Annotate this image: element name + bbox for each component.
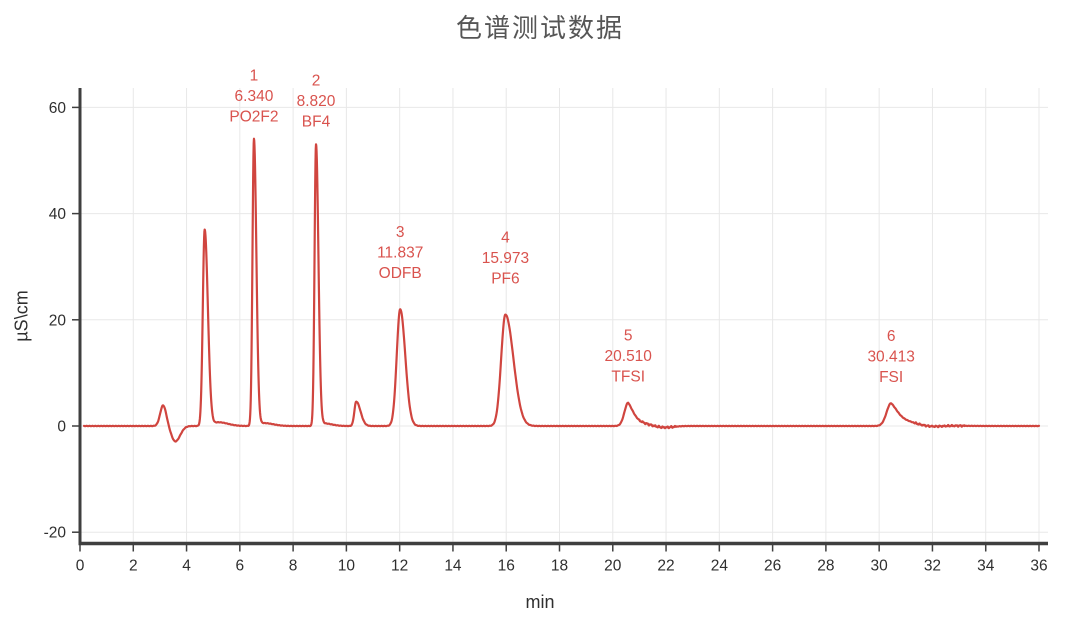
- peak-analyte-label: PO2F2: [229, 108, 278, 125]
- peak-annotations: 1 6.340 PO2F2 2 8.820 BF4 3 11.837 ODFB 4 15.973 PF…: [229, 67, 914, 386]
- peak-number-label: 3: [396, 224, 405, 241]
- x-tick-label: 30: [871, 558, 889, 575]
- peak-retention-time-label: 15.973: [482, 250, 529, 267]
- x-axis-title: min: [525, 592, 555, 612]
- y-tick-label: 40: [49, 206, 67, 223]
- x-tick-label: 12: [391, 558, 408, 575]
- grid-lines: [79, 88, 1048, 544]
- x-tick-label: 14: [444, 558, 462, 575]
- x-tick-label: 8: [289, 558, 298, 575]
- x-tick-label: 36: [1030, 558, 1047, 575]
- peak-analyte-label: TFSI: [611, 369, 645, 386]
- peak-number-label: 5: [624, 328, 633, 345]
- y-tick-label: 20: [49, 312, 67, 329]
- peak-retention-time-label: 30.413: [867, 349, 914, 366]
- x-tick-label: 16: [498, 558, 515, 575]
- peak-number-label: 2: [312, 73, 321, 90]
- signal-line: [82, 137, 1041, 443]
- peak-retention-time-label: 8.820: [297, 93, 336, 110]
- axes: [72, 88, 1048, 552]
- tick-labels: 0 2 4 6 8 10 12 14 16 18 20 22 24 26 28 30 32 34 36-200204…: [44, 100, 1048, 575]
- x-tick-label: 6: [236, 558, 245, 575]
- peak-analyte-label: FSI: [879, 369, 903, 386]
- y-tick-label: 0: [57, 419, 66, 436]
- peak-number-label: 1: [250, 67, 259, 84]
- peak-number-label: 6: [887, 328, 896, 345]
- peak-retention-time-label: 11.837: [377, 245, 423, 262]
- y-tick-label: -20: [44, 525, 67, 542]
- peak-analyte-label: BF4: [302, 114, 331, 131]
- x-tick-label: 10: [338, 558, 356, 575]
- x-tick-label: 22: [657, 558, 674, 575]
- x-tick-label: 18: [551, 558, 568, 575]
- x-tick-label: 28: [817, 558, 834, 575]
- peak-analyte-label: PF6: [491, 270, 519, 287]
- x-tick-label: 32: [924, 558, 941, 575]
- x-tick-label: 4: [182, 558, 191, 575]
- chromatogram-trace: [82, 137, 1041, 443]
- x-tick-label: 2: [129, 558, 138, 575]
- peak-analyte-label: ODFB: [379, 265, 422, 282]
- chart-title: 色谱测试数据: [455, 13, 624, 43]
- x-tick-label: 0: [76, 558, 85, 575]
- x-tick-label: 24: [711, 558, 729, 575]
- peak-number-label: 4: [501, 229, 510, 246]
- peak-retention-time-label: 6.340: [235, 88, 274, 105]
- x-tick-label: 34: [977, 558, 995, 575]
- x-tick-label: 20: [604, 558, 622, 575]
- peak-retention-time-label: 20.510: [605, 348, 653, 365]
- y-tick-label: 60: [49, 100, 67, 117]
- x-tick-label: 26: [764, 558, 781, 575]
